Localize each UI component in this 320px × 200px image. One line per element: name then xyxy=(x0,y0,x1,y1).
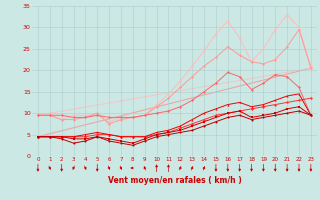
X-axis label: Vent moyen/en rafales ( km/h ): Vent moyen/en rafales ( km/h ) xyxy=(108,176,241,185)
